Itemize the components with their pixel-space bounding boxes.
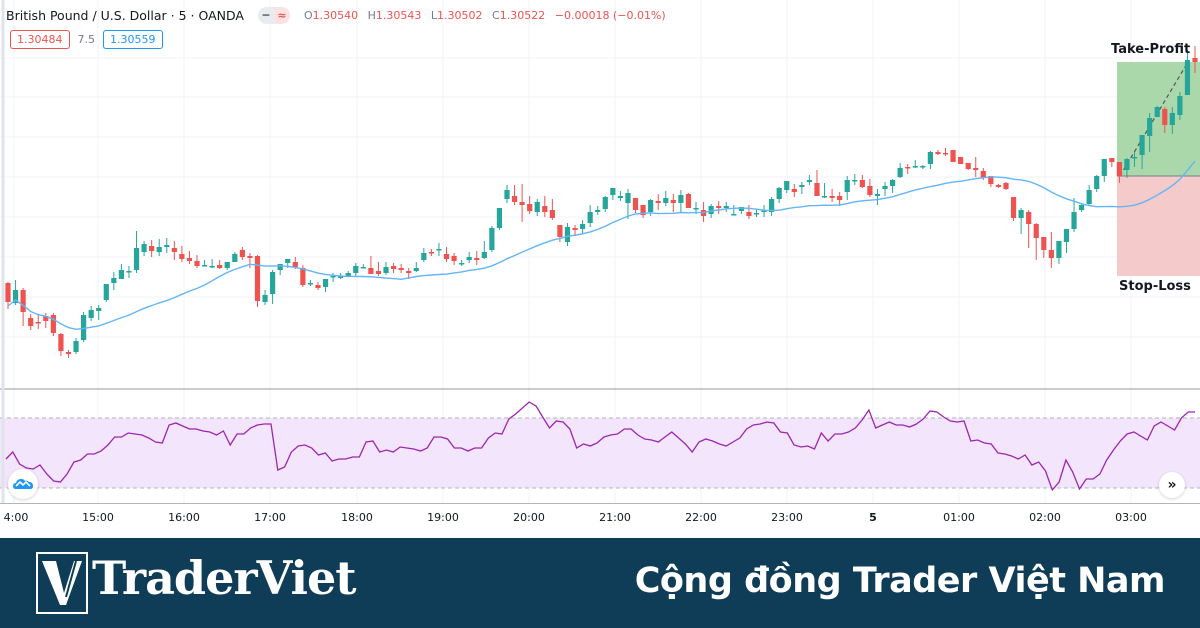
high-value: 1.30543 bbox=[375, 9, 422, 22]
time-axis[interactable]: 4:00 15:00 16:00 17:00 18:00 19:00 20:00 21:00 2… bbox=[0, 503, 1200, 529]
time-label: 15:00 bbox=[82, 511, 114, 524]
time-label: 01:00 bbox=[943, 511, 975, 524]
time-label: 22:00 bbox=[685, 511, 717, 524]
tagline: Cộng đồng Trader Việt Nam bbox=[634, 561, 1166, 601]
cloud-chart-icon bbox=[13, 479, 33, 489]
chart-canvas[interactable] bbox=[0, 0, 1200, 538]
time-label: 18:00 bbox=[341, 511, 373, 524]
ohlc-values: O1.30540 H1.30543 L1.30502 C1.30522 −0.0… bbox=[304, 9, 666, 22]
moving-average-line bbox=[7, 160, 1196, 331]
minus-icon[interactable]: ━ bbox=[262, 9, 270, 22]
low-value: 1.30502 bbox=[437, 9, 483, 22]
target-path-dashed bbox=[1119, 61, 1189, 177]
scroll-to-realtime-button[interactable]: » bbox=[1159, 472, 1185, 498]
symbol-title[interactable]: British Pound / U.S. Dollar · 5 · OANDA bbox=[6, 8, 244, 23]
stop-loss-zone[interactable] bbox=[1117, 176, 1200, 276]
time-label: 20:00 bbox=[513, 511, 545, 524]
low-label: L bbox=[430, 9, 438, 22]
logo-mark bbox=[36, 552, 88, 614]
open-label: O bbox=[303, 9, 313, 22]
candlestick-series bbox=[5, 46, 1198, 358]
bid-ask-row: 1.30484 7.5 1.30559 bbox=[10, 30, 163, 49]
take-profit-label: Take-Profit bbox=[1111, 42, 1191, 57]
time-label: 5 bbox=[869, 511, 877, 524]
brand-name: TraderViet bbox=[92, 551, 356, 605]
rsi-line bbox=[5, 401, 1195, 492]
legend-toggle-group[interactable]: ━ ≈ bbox=[257, 7, 290, 24]
close-value: 1.30522 bbox=[499, 9, 546, 22]
time-label: 23:00 bbox=[771, 511, 803, 524]
close-label: C bbox=[492, 9, 500, 22]
symbol-legend: British Pound / U.S. Dollar · 5 · OANDA … bbox=[6, 7, 666, 24]
indicator-logo-button[interactable] bbox=[8, 469, 38, 499]
sell-price-button[interactable]: 1.30484 bbox=[10, 30, 70, 49]
rsi-band bbox=[0, 418, 1200, 488]
stop-loss-label: Stop-Loss bbox=[1119, 279, 1191, 294]
time-label: 16:00 bbox=[168, 511, 200, 524]
brand-banner: TraderViet Cộng đồng Trader Việt Nam bbox=[0, 538, 1200, 628]
buy-price-button[interactable]: 1.30559 bbox=[103, 30, 163, 49]
time-label: 03:00 bbox=[1115, 511, 1147, 524]
v-logo-icon bbox=[42, 560, 82, 605]
double-chevron-right-icon: » bbox=[1167, 477, 1177, 493]
time-label: 21:00 bbox=[599, 511, 631, 524]
spread-value: 7.5 bbox=[77, 33, 96, 46]
time-label: 17:00 bbox=[254, 511, 286, 524]
time-label: 19:00 bbox=[427, 511, 459, 524]
wave-icon[interactable]: ≈ bbox=[273, 7, 290, 24]
open-value: 1.30540 bbox=[312, 9, 359, 22]
high-label: H bbox=[367, 9, 376, 22]
time-label: 4:00 bbox=[3, 511, 29, 524]
time-label: 02:00 bbox=[1029, 511, 1061, 524]
change-value: −0.00018 (−0.01%) bbox=[554, 9, 666, 22]
chart-area[interactable]: British Pound / U.S. Dollar · 5 · OANDA … bbox=[0, 0, 1200, 538]
